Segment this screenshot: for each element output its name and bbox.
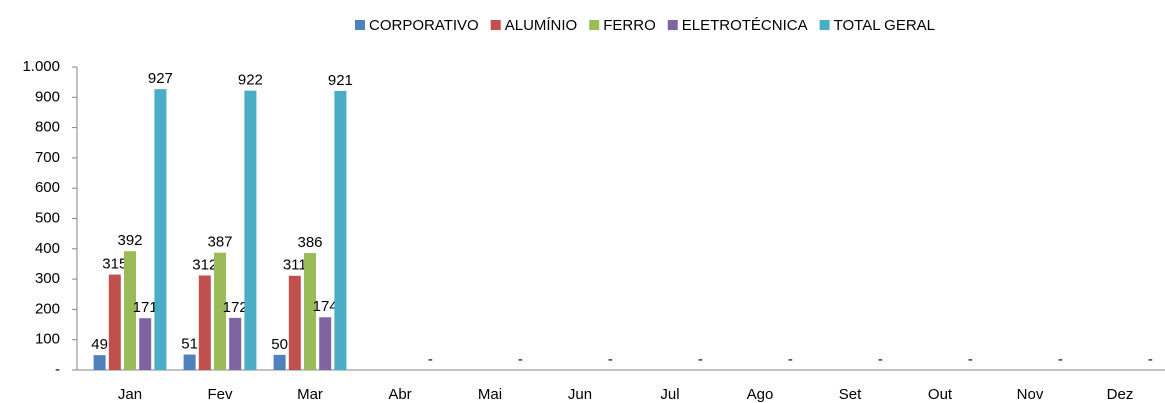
y-tick-label: 200 xyxy=(35,300,60,317)
x-tick-label: Mai xyxy=(478,386,502,403)
bar xyxy=(334,90,347,370)
legend-swatch xyxy=(819,20,830,30)
x-tick-label: Fev xyxy=(207,386,233,403)
x-tick-label: Abr xyxy=(388,386,411,403)
bar xyxy=(183,354,196,370)
bar xyxy=(108,274,121,370)
data-label: 311 xyxy=(283,257,307,274)
data-label: - xyxy=(968,351,973,368)
y-tick-label: 100 xyxy=(35,331,60,348)
x-tick-label: Jul xyxy=(660,386,679,403)
data-label: 387 xyxy=(207,234,232,251)
legend-swatch xyxy=(667,20,678,30)
x-tick-label: Ago xyxy=(747,386,774,403)
legend-label: FERRO xyxy=(603,17,656,34)
data-label: 927 xyxy=(148,70,173,87)
legend-label: CORPORATIVO xyxy=(369,17,479,34)
data-label: 922 xyxy=(238,72,263,89)
x-tick-label: Set xyxy=(839,386,862,403)
data-label: 315 xyxy=(102,256,127,273)
data-label: - xyxy=(518,351,523,368)
data-label: 312 xyxy=(192,256,217,273)
y-tick-label: 500 xyxy=(35,209,60,226)
bar xyxy=(124,251,136,370)
y-tick-label: 1.000 xyxy=(22,58,60,75)
bar xyxy=(214,252,226,370)
data-label: 49 xyxy=(91,336,108,353)
data-label: - xyxy=(788,351,793,368)
data-label: 386 xyxy=(297,234,322,251)
bar xyxy=(273,354,286,370)
data-label: 392 xyxy=(117,232,142,249)
legend-swatch xyxy=(490,20,501,30)
y-tick-label: 900 xyxy=(35,88,60,105)
bar xyxy=(244,90,257,370)
data-label: - xyxy=(698,351,703,368)
data-label: 50 xyxy=(271,336,288,353)
data-label: 174 xyxy=(313,298,338,315)
x-tick-label: Jun xyxy=(568,386,592,403)
x-tick-label: Mar xyxy=(297,386,323,403)
y-tick-label: 700 xyxy=(35,149,60,166)
legend-label: TOTAL GERAL xyxy=(834,17,935,34)
data-label: 172 xyxy=(223,299,248,316)
data-label: - xyxy=(428,351,433,368)
data-label: - xyxy=(1058,351,1063,368)
x-tick-label: Out xyxy=(928,386,953,403)
legend-label: ELETROTÉCNICA xyxy=(682,17,808,34)
x-tick-label: Nov xyxy=(1017,386,1044,403)
y-tick-label: 800 xyxy=(35,119,60,136)
bar xyxy=(139,318,152,370)
bar xyxy=(198,275,211,370)
data-label: - xyxy=(608,351,613,368)
x-tick-label: Dez xyxy=(1107,386,1134,403)
data-label: 51 xyxy=(181,336,198,353)
y-tick-label: 600 xyxy=(35,179,60,196)
data-label: 171 xyxy=(133,299,158,316)
bar xyxy=(304,253,316,370)
x-tick-label: Jan xyxy=(118,386,142,403)
legend-swatch xyxy=(589,20,600,30)
bar xyxy=(93,355,106,370)
legend-label: ALUMÍNIO xyxy=(505,17,578,34)
y-tick-label: 300 xyxy=(35,270,60,287)
y-tick-label: 400 xyxy=(35,240,60,257)
data-label: - xyxy=(878,351,883,368)
bar xyxy=(319,317,332,370)
data-label: - xyxy=(1148,351,1153,368)
bar xyxy=(288,275,301,370)
data-label: 921 xyxy=(328,72,353,89)
y-tick-label: - xyxy=(55,361,60,378)
bar xyxy=(154,89,167,370)
legend-swatch xyxy=(354,20,365,30)
bar xyxy=(229,317,242,370)
